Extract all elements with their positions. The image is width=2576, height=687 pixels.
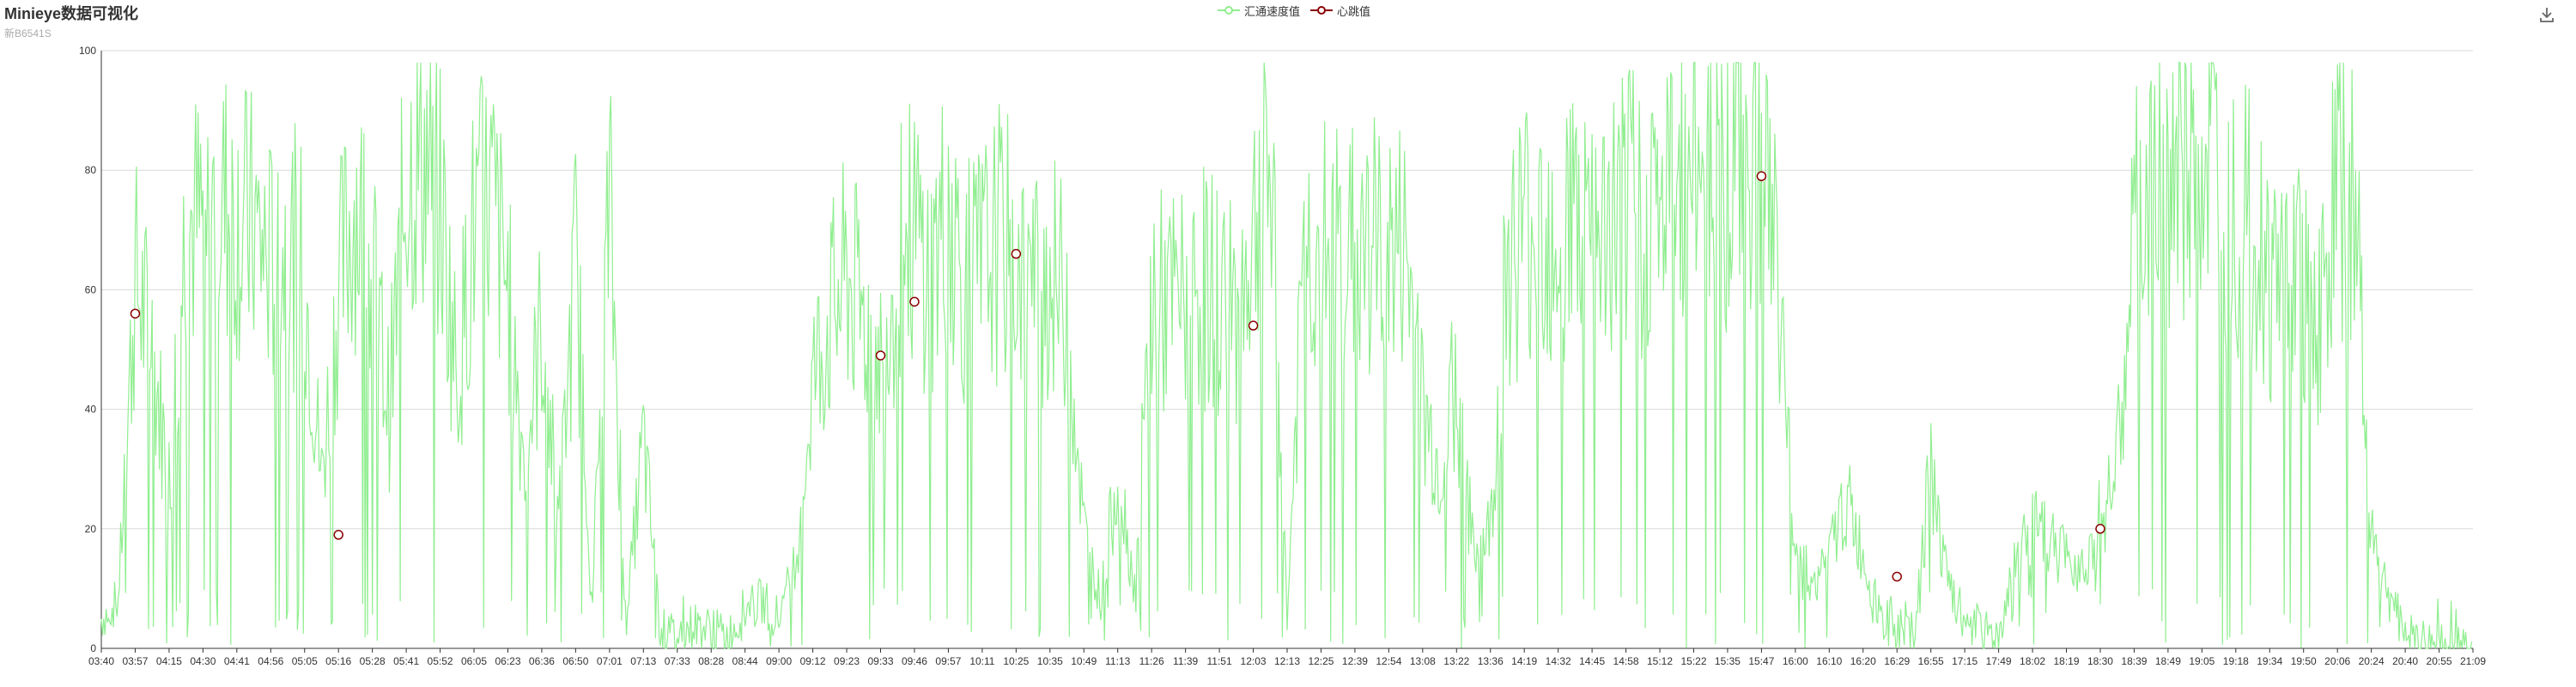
x-tick-label: 18:39 <box>2121 655 2147 667</box>
x-tick-label: 20:55 <box>2427 655 2452 667</box>
y-tick-label: 40 <box>85 404 97 416</box>
x-tick-label: 16:10 <box>1816 655 1842 667</box>
x-tick-label: 15:12 <box>1647 655 1673 667</box>
x-tick-label: 05:41 <box>393 655 419 667</box>
x-tick-label: 10:11 <box>969 655 994 667</box>
x-tick-label: 16:55 <box>1918 655 1944 667</box>
x-tick-label: 11:39 <box>1173 655 1198 667</box>
x-tick-label: 12:39 <box>1342 655 1368 667</box>
x-tick-label: 11:51 <box>1207 655 1232 667</box>
x-tick-label: 07:13 <box>630 655 656 667</box>
download-icon[interactable] <box>2537 5 2556 24</box>
x-tick-label: 09:33 <box>867 655 893 667</box>
x-tick-label: 20:24 <box>2359 655 2385 667</box>
heartbeat-point <box>1248 320 1259 331</box>
x-tick-label: 05:28 <box>360 655 386 667</box>
legend-circle-icon <box>1310 6 1334 15</box>
heartbeat-point <box>130 308 141 319</box>
x-tick-label: 17:49 <box>1986 655 2012 667</box>
x-tick-label: 06:36 <box>529 655 555 667</box>
x-tick-label: 17:15 <box>1952 655 1978 667</box>
x-tick-label: 09:12 <box>800 655 826 667</box>
x-tick-label: 21:09 <box>2460 655 2486 667</box>
legend-label-heartbeat: 心跳值 <box>1337 4 1371 18</box>
x-tick-label: 05:05 <box>292 655 318 667</box>
heartbeat-point <box>909 296 920 307</box>
x-tick-label: 12:25 <box>1308 655 1334 667</box>
x-tick-label: 11:26 <box>1139 655 1164 667</box>
heartbeat-point <box>2095 524 2105 534</box>
x-tick-label: 14:58 <box>1613 655 1639 667</box>
x-tick-label: 19:05 <box>2189 655 2215 667</box>
x-tick-label: 13:22 <box>1443 655 1469 667</box>
heartbeat-point <box>875 350 886 361</box>
legend-line-icon <box>1218 6 1240 15</box>
x-tick-label: 09:00 <box>766 655 792 667</box>
x-tick-label: 15:35 <box>1715 655 1741 667</box>
x-tick-label: 12:13 <box>1274 655 1300 667</box>
x-tick-label: 10:35 <box>1037 655 1063 667</box>
chart-legend: 汇通速度值 心跳值 <box>1218 2 1381 19</box>
x-tick-label: 13:36 <box>1478 655 1504 667</box>
x-tick-label: 10:49 <box>1071 655 1097 667</box>
x-tick-label: 15:22 <box>1680 655 1706 667</box>
y-tick-label: 60 <box>85 283 97 295</box>
x-tick-label: 20:40 <box>2392 655 2418 667</box>
x-tick-label: 07:01 <box>597 655 623 667</box>
x-tick-label: 16:29 <box>1884 655 1910 667</box>
x-tick-label: 04:15 <box>156 655 182 667</box>
x-tick-label: 04:30 <box>190 655 216 667</box>
page-subtitle: 新B6541S <box>4 27 52 40</box>
heartbeat-point <box>1756 171 1767 181</box>
legend-item-speed[interactable]: 汇通速度值 <box>1218 3 1300 19</box>
heartbeat-point <box>1011 248 1022 259</box>
x-tick-label: 20:06 <box>2324 655 2350 667</box>
legend-item-heartbeat[interactable]: 心跳值 <box>1310 3 1370 19</box>
x-tick-label: 16:00 <box>1783 655 1808 667</box>
x-tick-label: 14:32 <box>1546 655 1571 667</box>
x-tick-label: 15:47 <box>1748 655 1774 667</box>
page-title: Minieye数据可视化 <box>4 5 139 22</box>
x-tick-label: 14:19 <box>1511 655 1537 667</box>
x-tick-label: 18:30 <box>2087 655 2113 667</box>
x-tick-label: 07:33 <box>665 655 690 667</box>
x-tick-label: 10:25 <box>1003 655 1029 667</box>
x-tick-label: 18:19 <box>2053 655 2079 667</box>
x-tick-label: 08:28 <box>698 655 724 667</box>
x-tick-label: 12:03 <box>1241 655 1267 667</box>
x-tick-label: 03:40 <box>88 655 114 667</box>
x-tick-label: 16:20 <box>1850 655 1876 667</box>
x-tick-label: 08:44 <box>732 655 758 667</box>
x-tick-label: 09:57 <box>935 655 961 667</box>
y-tick-label: 80 <box>85 164 97 176</box>
x-tick-label: 09:23 <box>834 655 860 667</box>
x-tick-label: 19:34 <box>2257 655 2282 667</box>
x-tick-label: 18:49 <box>2155 655 2181 667</box>
x-tick-label: 05:16 <box>325 655 351 667</box>
y-tick-label: 20 <box>85 523 97 535</box>
x-tick-label: 03:57 <box>122 655 148 667</box>
y-tick-label: 0 <box>90 642 96 654</box>
x-tick-label: 11:13 <box>1105 655 1130 667</box>
x-tick-label: 19:18 <box>2223 655 2249 667</box>
legend-label-speed: 汇通速度值 <box>1244 4 1301 18</box>
x-tick-label: 05:52 <box>428 655 453 667</box>
heartbeat-point <box>1892 571 1902 582</box>
x-tick-label: 09:46 <box>902 655 927 667</box>
x-tick-label: 06:05 <box>461 655 487 667</box>
x-tick-label: 12:54 <box>1376 655 1401 667</box>
heartbeat-point <box>333 530 343 540</box>
x-tick-label: 18:02 <box>2020 655 2045 667</box>
x-tick-label: 04:56 <box>258 655 283 667</box>
x-tick-label: 04:41 <box>224 655 250 667</box>
x-tick-label: 13:08 <box>1410 655 1436 667</box>
x-tick-label: 14:45 <box>1579 655 1605 667</box>
x-tick-label: 06:50 <box>562 655 588 667</box>
speed-series-line <box>100 62 2473 651</box>
x-tick-label: 19:50 <box>2291 655 2317 667</box>
y-tick-label: 100 <box>79 45 96 57</box>
x-tick-label: 06:23 <box>495 655 520 667</box>
